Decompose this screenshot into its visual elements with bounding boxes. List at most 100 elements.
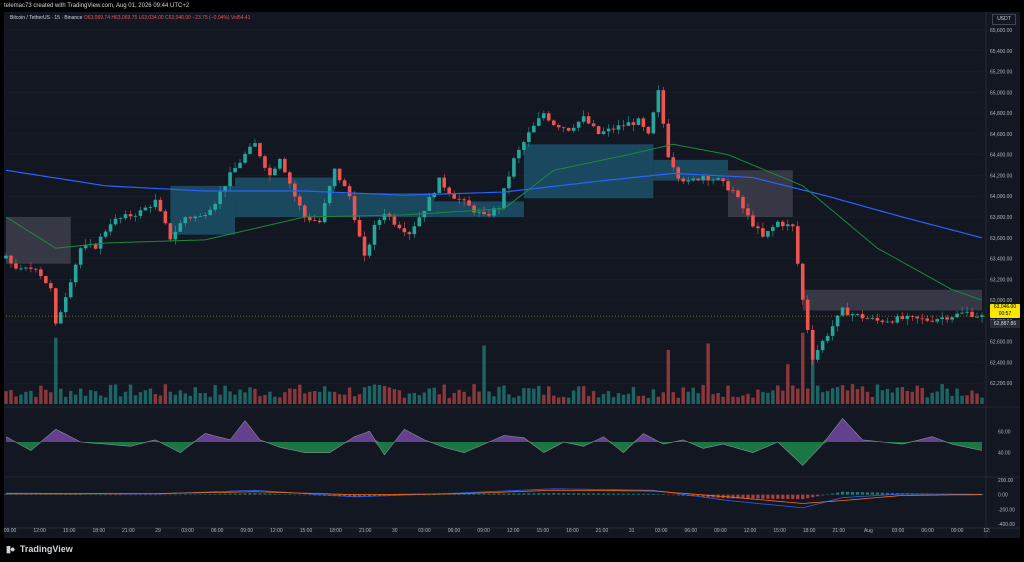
candle-body bbox=[721, 178, 725, 182]
candle-body bbox=[766, 230, 770, 237]
candle-body bbox=[233, 168, 237, 173]
creator-bar: telemac73 created with TradingView.com, … bbox=[0, 0, 1024, 12]
volume-bar bbox=[552, 395, 556, 404]
candle-body bbox=[178, 223, 183, 232]
macd-histogram-bar bbox=[572, 493, 576, 495]
candle-body bbox=[965, 311, 969, 313]
macd-histogram-bar bbox=[303, 494, 307, 496]
volume-bar bbox=[233, 394, 237, 404]
candle-body bbox=[611, 128, 616, 130]
candle-body bbox=[352, 196, 357, 221]
macd-histogram-bar bbox=[108, 494, 113, 496]
volume-bar bbox=[776, 385, 780, 404]
macd-histogram-bar bbox=[44, 494, 48, 495]
price-tick-label: 63,600.00 bbox=[990, 236, 1012, 242]
candle-body bbox=[711, 179, 715, 181]
macd-histogram-bar bbox=[338, 494, 342, 497]
candle-body bbox=[337, 168, 342, 181]
volume-bar bbox=[49, 392, 53, 404]
candle-body bbox=[263, 156, 267, 168]
candle-body bbox=[616, 125, 621, 130]
candle-body bbox=[49, 283, 53, 289]
volume-bar bbox=[462, 391, 466, 404]
candle-body bbox=[73, 264, 78, 283]
candle-body bbox=[661, 90, 666, 124]
volume-bar bbox=[676, 397, 680, 404]
volume-bar bbox=[397, 390, 402, 404]
candle-body bbox=[925, 318, 930, 321]
volume-bar bbox=[298, 384, 302, 404]
macd-histogram-bar bbox=[218, 493, 222, 495]
volume-bar bbox=[447, 397, 451, 404]
macd-histogram-bar bbox=[582, 493, 586, 495]
volume-bar bbox=[825, 391, 830, 404]
cloud-segment bbox=[802, 289, 982, 311]
candle-body bbox=[288, 172, 292, 184]
candle-body bbox=[561, 127, 566, 129]
candle-body bbox=[910, 315, 915, 317]
ohlc-values: O63,069.74 H63,069.75 L63,034.00 C63,046… bbox=[83, 15, 251, 21]
candle-body bbox=[297, 196, 302, 206]
macd-histogram-bar bbox=[472, 493, 476, 495]
tradingview-logo: ▮● TradingView bbox=[6, 544, 73, 555]
macd-histogram-bar bbox=[656, 494, 660, 495]
volume-bar bbox=[457, 389, 461, 404]
candle-body bbox=[571, 127, 576, 131]
macd-histogram-bar bbox=[761, 494, 765, 499]
volume-bar bbox=[671, 392, 675, 404]
candle-body bbox=[29, 267, 33, 269]
volume-bar bbox=[766, 392, 770, 404]
candle-body bbox=[477, 211, 481, 213]
macd-tick-label: -200.00 bbox=[998, 507, 1015, 513]
candle-body bbox=[402, 228, 407, 233]
volume-bar bbox=[148, 388, 153, 404]
volume-bar bbox=[611, 397, 616, 404]
candle-body bbox=[148, 207, 153, 208]
macd-histogram-bar bbox=[343, 494, 347, 497]
volume-bar bbox=[631, 386, 636, 404]
chart-panel[interactable]: 65,600.00 65,400.00 65,200.00 65,000.00 64,8… bbox=[4, 12, 1020, 538]
macd-histogram-bar bbox=[845, 491, 850, 495]
price-tick-label: 65,400.00 bbox=[990, 49, 1012, 55]
macd-histogram-bar bbox=[263, 493, 267, 495]
volume-bar bbox=[781, 390, 785, 404]
volume-bar bbox=[596, 397, 601, 404]
volume-bar bbox=[860, 386, 865, 404]
macd-histogram-bar bbox=[128, 494, 133, 496]
candle-body bbox=[332, 168, 337, 187]
time-tick-label: 06:00 bbox=[921, 528, 934, 534]
candle-body bbox=[293, 183, 297, 197]
chart-canvas[interactable]: 65,600.00 65,400.00 65,200.00 65,000.00 64,8… bbox=[4, 12, 1020, 538]
candle-body bbox=[696, 178, 700, 181]
macd-histogram-bar bbox=[432, 494, 436, 496]
volume-bar bbox=[925, 397, 929, 404]
candle-body bbox=[4, 255, 8, 259]
volume-bar bbox=[308, 391, 312, 404]
time-tick-label: 12: bbox=[983, 528, 990, 534]
candle-body bbox=[93, 244, 98, 249]
candle-body bbox=[362, 236, 367, 256]
volume-bar bbox=[771, 390, 775, 404]
volume-bar bbox=[268, 391, 272, 404]
macd-histogram-bar bbox=[233, 493, 237, 495]
candle-body bbox=[153, 199, 158, 208]
candle-body bbox=[322, 203, 327, 223]
candle-body bbox=[651, 112, 656, 134]
macd-histogram-bar bbox=[701, 494, 705, 497]
time-tick-label: 06:00 bbox=[211, 528, 224, 534]
candle-body bbox=[810, 329, 815, 360]
currency-badge[interactable]: USDT bbox=[992, 14, 1016, 25]
time-tick-label: 12:00 bbox=[33, 528, 46, 534]
macd-histogram-bar bbox=[786, 494, 790, 499]
volume-bar bbox=[532, 388, 536, 404]
candle-body bbox=[527, 132, 531, 143]
candle-body bbox=[457, 198, 461, 200]
candle-body bbox=[800, 263, 805, 300]
macd-histogram-bar bbox=[611, 493, 616, 495]
volume-bar bbox=[591, 391, 596, 404]
candle-body bbox=[19, 268, 23, 270]
volume-bar bbox=[830, 388, 835, 404]
volume-bar bbox=[407, 393, 412, 404]
candle-body bbox=[193, 216, 198, 219]
candle-body bbox=[815, 350, 820, 360]
